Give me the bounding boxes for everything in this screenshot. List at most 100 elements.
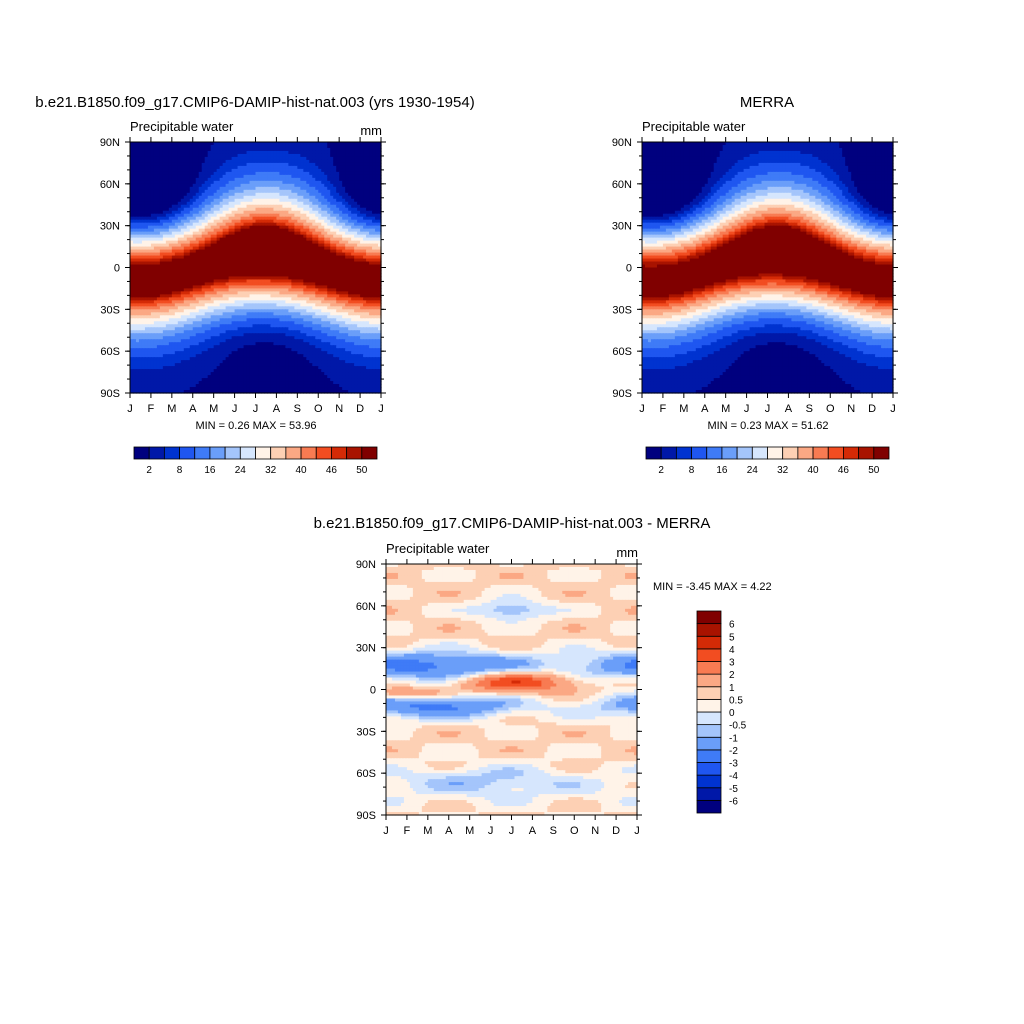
model-field-cell (294, 210, 298, 215)
model-field-cell (351, 309, 355, 313)
model-field-cell (276, 303, 281, 307)
model-field-cell (180, 210, 185, 215)
model-field-cell (327, 210, 331, 215)
model-field-cell (297, 201, 301, 206)
model-field-cell (231, 243, 236, 248)
model-field-cell (168, 294, 173, 298)
model-field-cell (369, 180, 373, 185)
model-field-cell (354, 258, 358, 263)
model-field-cell (138, 240, 143, 245)
model-field-cell (234, 303, 239, 307)
model-field-cell (240, 249, 245, 254)
model-field-cell (130, 282, 134, 287)
model-field-cell (321, 186, 325, 191)
model-field-cell (171, 186, 176, 191)
model-field-cell (291, 285, 295, 290)
model-field-cell (264, 171, 269, 176)
model-field-cell (327, 165, 331, 170)
model-field-cell (240, 285, 245, 290)
model-field-cell (267, 228, 272, 233)
model-field-cell (153, 288, 158, 293)
model-field-cell (210, 159, 215, 164)
model-field-cell (372, 282, 376, 287)
model-field-cell (366, 243, 370, 248)
model-field-cell (141, 144, 146, 149)
model-field-cell (315, 165, 319, 170)
model-field-cell (231, 267, 236, 272)
model-field-cell (180, 222, 185, 227)
model-field-cell (237, 279, 242, 284)
model-field-cell (177, 303, 182, 307)
model-field-cell (201, 261, 206, 266)
model-field-cell (363, 273, 367, 278)
model-field-cell (228, 261, 233, 266)
model-field-cell (228, 276, 233, 281)
model-field-cell (333, 255, 337, 260)
model-field-cell (144, 186, 149, 191)
model-field-cell (195, 258, 200, 263)
model-field-cell (264, 252, 269, 257)
model-field-cell (279, 231, 283, 236)
model-field-cell (288, 219, 292, 224)
model-field-cell (303, 195, 307, 200)
model-field-cell (180, 234, 185, 239)
model-field-cell (198, 153, 203, 158)
model-field-cell (201, 294, 206, 298)
model-field-cell (192, 270, 197, 275)
model-field-cell (336, 264, 340, 269)
model-field-cell (279, 240, 283, 245)
model-field-cell (186, 243, 191, 248)
model-field-cell (273, 267, 278, 272)
model-field-cell (138, 204, 143, 209)
model-field-cell (243, 147, 248, 152)
model-field-cell (318, 234, 322, 239)
model-field-cell (192, 255, 197, 260)
model-field-cell (378, 267, 382, 272)
model-field-cell (249, 249, 254, 254)
model-field-cell (207, 255, 212, 260)
model-field-cell (192, 180, 197, 185)
model-field-cell (294, 195, 298, 200)
model-field-cell (168, 306, 173, 310)
model-field-cell (150, 156, 155, 161)
model-field-cell (138, 183, 143, 188)
model-field-cell (297, 156, 301, 161)
model-field-cell (246, 255, 251, 260)
model-field-cell (279, 234, 283, 239)
model-field-cell (360, 192, 364, 197)
model-field-cell (366, 201, 370, 206)
model-field-cell (327, 237, 331, 242)
model-field-cell (267, 240, 272, 245)
model-field-cell (162, 144, 167, 149)
model-field-cell (255, 189, 260, 194)
model-field-cell (309, 288, 313, 293)
model-field-cell (303, 264, 307, 269)
model-field-cell (150, 303, 155, 307)
model-field-cell (180, 177, 185, 182)
model-field-cell (168, 255, 173, 260)
model-field-cell (294, 222, 298, 227)
model-field-cell (147, 171, 152, 176)
model-field-cell (336, 180, 340, 185)
model-field-cell (168, 228, 173, 233)
model-field-cell (144, 144, 149, 149)
model-field-cell (165, 147, 170, 152)
model-field-cell (132, 294, 137, 298)
model-field-cell (228, 180, 233, 185)
model-field-cell (165, 180, 170, 185)
model-field-cell (228, 228, 233, 233)
model-field-cell (315, 150, 319, 155)
model-field-cell (306, 300, 310, 304)
model-field-cell (264, 147, 269, 152)
model-field-cell (165, 201, 170, 206)
model-field-cell (279, 261, 283, 266)
model-field-cell (351, 234, 355, 239)
model-field-cell (276, 279, 281, 284)
model-field-cell (363, 258, 367, 263)
model-field-cell (321, 231, 325, 236)
model-field-cell (345, 207, 349, 212)
model-field-cell (237, 204, 242, 209)
model-field-cell (339, 207, 343, 212)
model-field-cell (234, 165, 239, 170)
model-field-cell (168, 198, 173, 203)
